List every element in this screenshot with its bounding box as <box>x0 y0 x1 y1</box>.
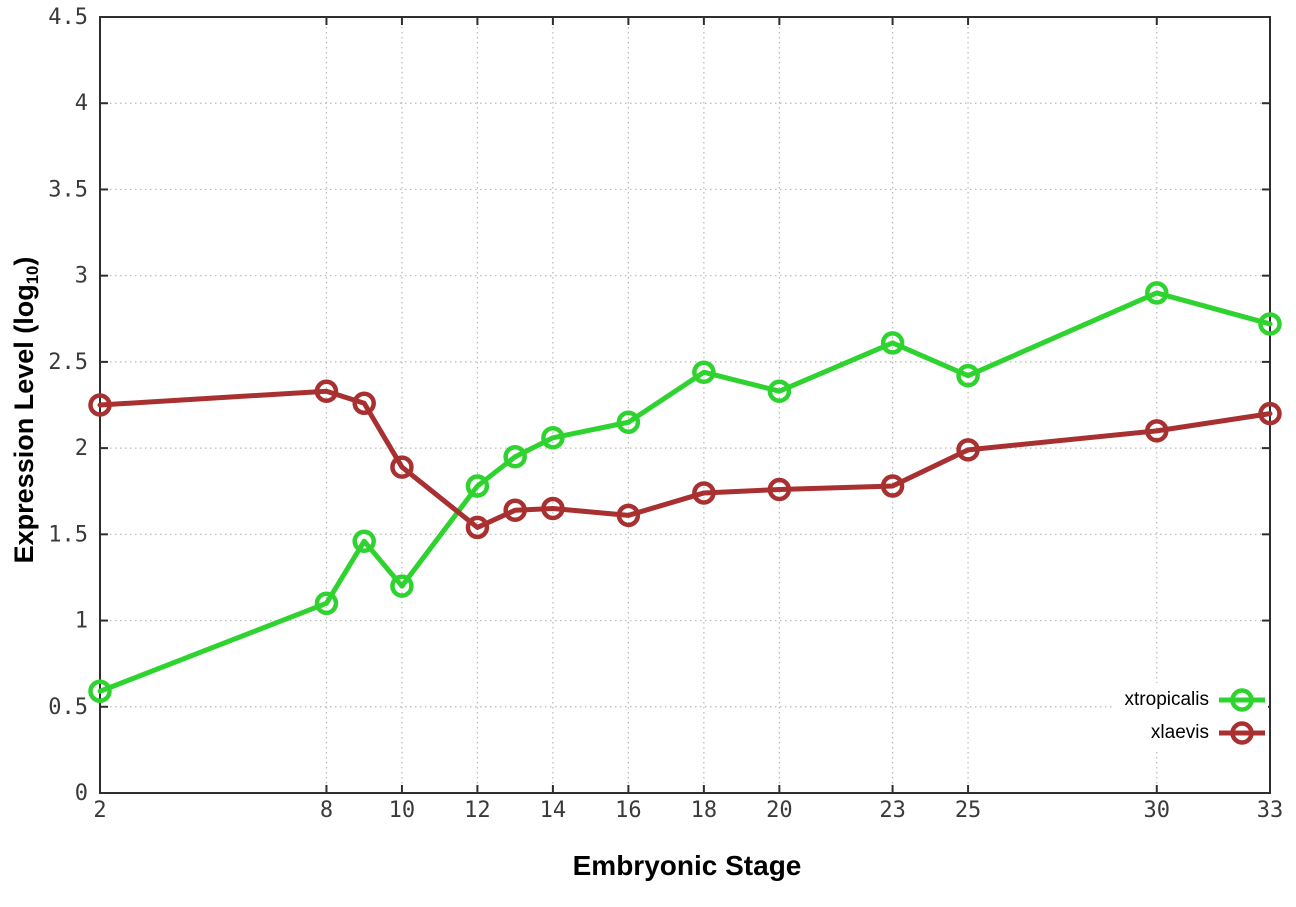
x-tick-label: 30 <box>1144 798 1171 823</box>
y-axis-title-subscript: 10 <box>23 265 43 285</box>
xtropicalis-point-marker <box>541 426 565 450</box>
x-tick-label: 23 <box>879 798 906 823</box>
xlaevis-point-marker <box>1145 419 1169 443</box>
xlaevis-point-marker <box>956 438 980 462</box>
xtropicalis-point-marker <box>314 591 339 616</box>
y-tick-label: 1.5 <box>48 522 88 547</box>
y-tick-label: 3.5 <box>48 177 88 202</box>
x-tick-label: 14 <box>540 798 567 823</box>
x-tick-label: 18 <box>691 798 718 823</box>
xtropicalis-point-marker <box>692 360 716 384</box>
x-tick-label: 25 <box>955 798 982 823</box>
xlaevis-point-marker <box>880 474 905 498</box>
x-tick-label: 20 <box>766 798 793 823</box>
y-axis-title: Expression Level (log10) <box>9 257 43 564</box>
xlaevis-point-marker <box>465 515 490 540</box>
y-axis-title-close: ) <box>8 256 39 266</box>
legend-item-xtropicalis: xtropicalis <box>1125 683 1266 716</box>
x-tick-labels: 2 8 10 12 14 16 18 20 23 25 30 33 <box>93 798 1283 823</box>
xtropicalis-line <box>97 290 1273 694</box>
series-xtropicalis <box>88 281 1282 704</box>
xlaevis-line <box>97 388 1273 530</box>
xtropicalis-point-marker <box>1145 281 1169 305</box>
x-axis-title: Embryonic Stage <box>572 850 802 881</box>
legend-item-xlaevis: xlaevis <box>1125 716 1266 749</box>
x-tick-label: 16 <box>615 798 642 823</box>
xlaevis-line-marker-icon <box>1219 720 1265 745</box>
legend: xtropicalis xlaevis <box>1112 683 1268 749</box>
xtropicalis-point-marker <box>767 379 792 403</box>
xlaevis-point-marker <box>88 393 112 417</box>
xlaevis-point-marker <box>616 503 641 528</box>
x-tick-label: 33 <box>1257 798 1284 823</box>
xtropicalis-point-marker <box>1258 312 1282 336</box>
plot-border <box>99 16 1271 794</box>
x-tick-label: 2 <box>93 798 106 823</box>
xtropicalis-point-marker <box>390 574 414 598</box>
xtropicalis-point-marker <box>88 679 112 704</box>
xlaevis-point-marker <box>692 481 716 505</box>
xlaevis-point-marker <box>1258 401 1282 426</box>
y-tick-label: 3 <box>75 264 88 289</box>
y-tick-label: 4 <box>75 91 88 116</box>
xtropicalis-point-marker <box>616 410 641 434</box>
xtropicalis-point-marker <box>503 444 527 469</box>
legend-label-xlaevis: xlaevis <box>1150 721 1209 743</box>
y-tick-label: 2 <box>75 436 88 461</box>
xlaevis-point-marker <box>352 391 376 416</box>
x-tick-label: 12 <box>464 798 491 823</box>
xlaevis-point-marker <box>541 496 565 521</box>
axis-ticks <box>99 16 1271 794</box>
xtropicalis-point-marker <box>956 363 980 388</box>
y-tick-label: 0.5 <box>48 695 88 720</box>
series-xlaevis <box>88 379 1282 540</box>
legend-label-xtropicalis: xtropicalis <box>1124 688 1209 710</box>
grid-lines <box>99 16 1271 794</box>
xlaevis-point-marker <box>390 455 414 479</box>
x-tick-label: 10 <box>389 798 416 823</box>
xlaevis-point-marker <box>314 379 339 403</box>
xtropicalis-line-marker-icon <box>1219 687 1265 712</box>
xlaevis-point-marker <box>767 477 792 502</box>
y-tick-label: 1 <box>75 609 88 634</box>
y-tick-label: 0 <box>75 781 88 806</box>
y-axis-title-text: Expression Level (log <box>8 284 39 564</box>
xtropicalis-point-marker <box>352 529 376 553</box>
xtropicalis-point-marker <box>880 331 905 355</box>
y-tick-label: 4.5 <box>48 5 88 30</box>
y-tick-labels: 0 0.5 1 1.5 2 2.5 3 3.5 4 4.5 <box>48 5 88 806</box>
x-tick-label: 8 <box>320 798 333 823</box>
xtropicalis-point-marker <box>465 474 490 498</box>
xlaevis-point-marker <box>503 498 527 522</box>
y-tick-label: 2.5 <box>48 350 88 375</box>
